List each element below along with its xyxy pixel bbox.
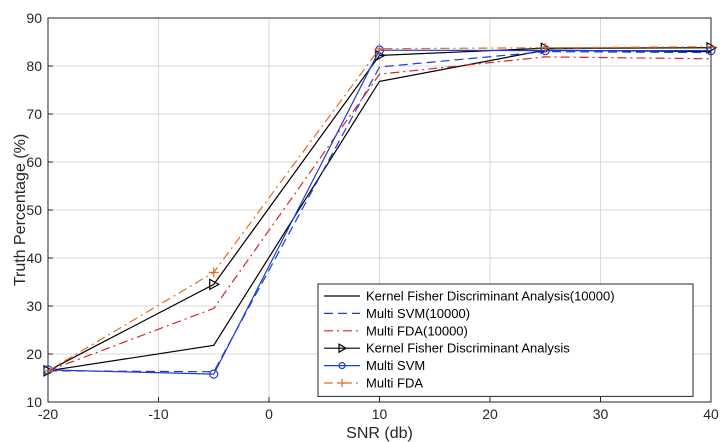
legend-entry: Kernel Fisher Discriminant Analysis xyxy=(324,341,570,356)
y-tick-label: 30 xyxy=(26,298,42,314)
x-tick-label: 40 xyxy=(703,406,719,422)
series-line xyxy=(47,56,712,372)
y-tick-label: 40 xyxy=(26,250,42,266)
y-tick-label: 20 xyxy=(26,346,42,362)
legend-label: Multi SVM(10000) xyxy=(366,306,470,321)
x-tick-label: -10 xyxy=(148,406,168,422)
legend-label: Kernel Fisher Discriminant Analysis(1000… xyxy=(366,289,615,304)
x-axis-title: SNR (db) xyxy=(346,425,413,442)
legend-label: Kernel Fisher Discriminant Analysis xyxy=(366,341,570,356)
series-line xyxy=(47,46,712,372)
legend-label: Multi FDA(10000) xyxy=(366,323,468,338)
circle-marker xyxy=(209,369,219,379)
y-tick-label: 50 xyxy=(26,202,42,218)
legend-entry: Multi SVM xyxy=(324,358,425,373)
series-3 xyxy=(47,56,712,372)
ticks: -20 -10 0 10 20 30 40 10 20 30 40 50 60 70 80 90 xyxy=(26,10,719,422)
plus-marker xyxy=(338,379,346,387)
legend-entry: Kernel Fisher Discriminant Analysis(1000… xyxy=(324,289,615,304)
legend: Kernel Fisher Discriminant Analysis(1000… xyxy=(317,283,694,397)
series-line xyxy=(47,47,712,372)
legend-entry: Multi SVM(10000) xyxy=(324,306,470,321)
x-tick-label: 0 xyxy=(265,406,273,422)
x-tick-label: 10 xyxy=(372,406,388,422)
legend-label: Multi FDA xyxy=(366,376,423,391)
triangle-marker xyxy=(338,343,348,354)
triangle-marker xyxy=(209,278,220,291)
plus-marker xyxy=(540,42,551,53)
x-tick-label: 20 xyxy=(482,406,498,422)
x-tick-label: -20 xyxy=(38,406,58,422)
y-tick-label: 60 xyxy=(26,154,42,170)
legend-entry: Multi FDA(10000) xyxy=(324,323,468,338)
y-tick-label: 90 xyxy=(26,10,42,26)
plus-marker xyxy=(374,43,385,54)
y-axis-title: Truth Percentage (%) xyxy=(12,134,29,286)
x-tick-label: 30 xyxy=(593,406,609,422)
circle-marker xyxy=(338,362,346,370)
plus-marker xyxy=(208,267,219,278)
y-tick-label: 80 xyxy=(26,58,42,74)
legend-entry: Multi FDA xyxy=(324,376,423,391)
y-tick-label: 10 xyxy=(26,394,42,410)
series-2 xyxy=(47,50,712,373)
legend-box xyxy=(317,283,694,397)
y-tick-label: 70 xyxy=(26,106,42,122)
legend-label: Multi SVM xyxy=(366,358,425,373)
series-line xyxy=(47,50,712,373)
